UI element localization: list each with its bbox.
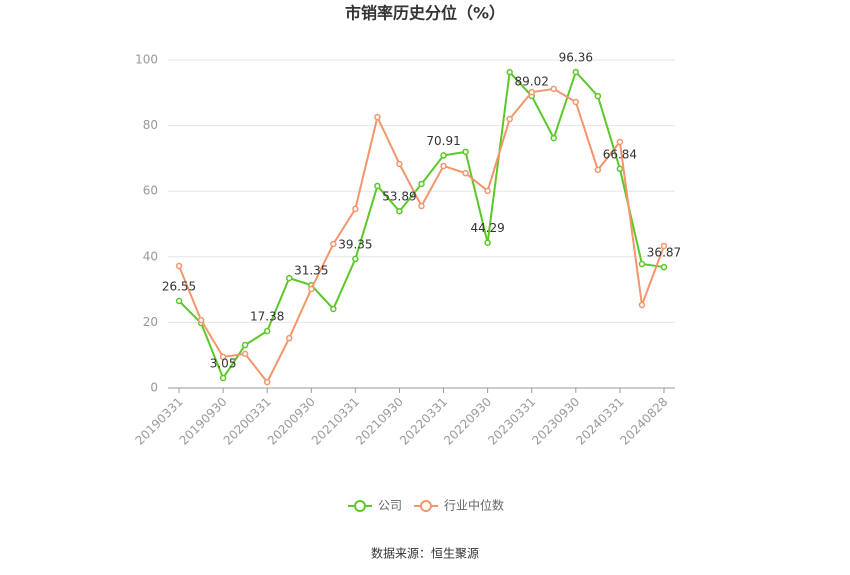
data-point	[638, 260, 646, 268]
data-point	[352, 255, 359, 263]
series-line	[178, 87, 665, 384]
data-point	[572, 68, 580, 76]
data-point	[506, 115, 513, 123]
data-point	[241, 341, 249, 349]
data-point	[484, 187, 491, 195]
data-point	[462, 169, 469, 177]
data-point	[418, 180, 425, 188]
data-point	[374, 113, 381, 121]
y-tick-label: 40	[143, 249, 158, 263]
data-point	[374, 182, 381, 190]
data-point	[219, 353, 227, 361]
legend-marker	[354, 500, 366, 512]
data-label: 36.87	[647, 246, 681, 260]
data-point	[219, 374, 227, 382]
data-point	[594, 166, 602, 174]
data-point	[263, 327, 271, 335]
legend-marker	[420, 500, 432, 512]
data-point	[396, 207, 403, 215]
data-label: 96.36	[559, 50, 593, 64]
data-point	[263, 378, 271, 386]
data-point	[506, 68, 513, 76]
data-point	[396, 160, 403, 168]
data-label: 39.35	[338, 237, 372, 251]
y-tick-label: 0	[150, 381, 158, 395]
x-tick-label: 20240828	[617, 395, 670, 448]
data-point	[241, 350, 249, 358]
data-point	[550, 85, 558, 93]
data-point	[418, 202, 425, 210]
data-point	[175, 297, 183, 305]
data-point	[330, 305, 337, 313]
data-label: 3.05	[210, 356, 237, 370]
data-label: 26.55	[162, 279, 196, 293]
data-point	[440, 152, 447, 159]
y-tick-label: 80	[143, 118, 158, 132]
y-tick-label: 20	[143, 315, 158, 329]
data-point	[550, 134, 558, 142]
data-point	[638, 301, 646, 309]
source-note: 数据来源：恒生聚源	[371, 546, 479, 561]
data-point	[660, 242, 668, 250]
y-tick-label: 60	[143, 184, 158, 198]
data-label: 53.89	[382, 190, 416, 204]
data-label: 44.29	[470, 221, 504, 235]
data-point	[484, 239, 491, 246]
data-point	[594, 92, 602, 100]
chart-title: 市销率历史分位（%）	[345, 4, 505, 23]
data-label: 31.35	[294, 264, 328, 278]
data-point	[197, 316, 205, 324]
data-point	[352, 205, 359, 213]
data-point	[660, 263, 668, 271]
legend-label: 公司	[378, 499, 402, 513]
data-label: 17.38	[250, 309, 284, 323]
data-label: 66.84	[603, 147, 637, 161]
series-line	[178, 69, 665, 381]
data-label: 89.02	[515, 75, 549, 89]
data-point	[440, 162, 447, 170]
data-point	[285, 274, 293, 282]
data-point	[572, 98, 580, 106]
data-label: 70.91	[426, 134, 460, 148]
data-point	[528, 88, 535, 96]
data-point	[462, 148, 469, 156]
y-tick-label: 100	[135, 53, 158, 67]
data-point	[616, 165, 624, 173]
data-point	[330, 240, 337, 248]
data-point	[285, 334, 293, 342]
data-point	[175, 262, 183, 270]
data-point	[616, 138, 624, 146]
data-point	[308, 285, 315, 293]
legend-label: 行业中位数	[444, 498, 504, 513]
